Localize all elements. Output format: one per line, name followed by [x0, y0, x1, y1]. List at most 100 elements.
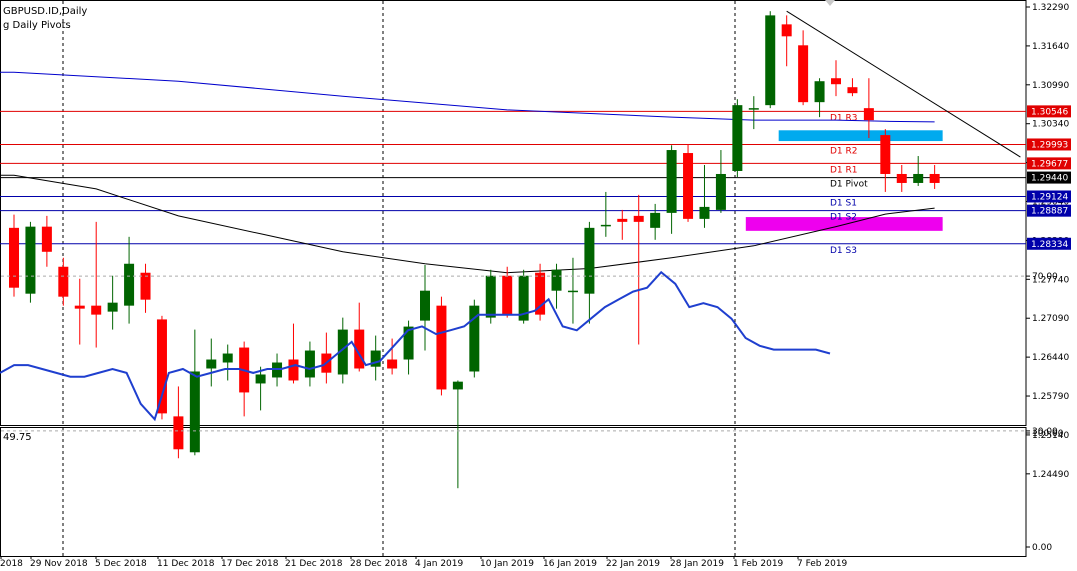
candle-body: [567, 290, 578, 293]
rsi-tick-label: 0.00: [1032, 543, 1052, 553]
time-tick-label: 22 Jan 2019: [606, 559, 660, 569]
candle[interactable]: [387, 338, 398, 375]
candle[interactable]: [863, 78, 874, 139]
candle-body: [715, 173, 726, 210]
candle[interactable]: [896, 165, 907, 192]
candle-body: [469, 305, 480, 372]
candle-body: [387, 359, 398, 369]
candle[interactable]: [337, 317, 348, 384]
candle[interactable]: [321, 332, 332, 384]
candle[interactable]: [173, 386, 184, 459]
candle-body: [173, 416, 184, 450]
candle[interactable]: [748, 96, 759, 130]
candle[interactable]: [683, 144, 694, 222]
price-tag-label: 1.29677: [1031, 159, 1068, 169]
candle[interactable]: [156, 315, 167, 420]
candle[interactable]: [617, 209, 628, 240]
candle[interactable]: [436, 296, 447, 396]
candle[interactable]: [222, 344, 233, 381]
candle[interactable]: [781, 15, 792, 67]
candle-body: [748, 108, 759, 110]
candle-body: [206, 359, 217, 369]
candle-body: [222, 353, 233, 363]
candle[interactable]: [25, 221, 36, 303]
candle[interactable]: [699, 165, 710, 228]
candle[interactable]: [304, 341, 315, 387]
candle[interactable]: [880, 129, 891, 192]
candle[interactable]: [814, 78, 825, 118]
candle-body: [814, 81, 825, 103]
candle[interactable]: [140, 263, 151, 313]
ma-slow-line: [0, 71, 935, 123]
candle[interactable]: [650, 203, 661, 240]
candle[interactable]: [469, 299, 480, 378]
candle-body: [633, 215, 644, 222]
candle-body: [896, 173, 907, 183]
price-tick-label: 1.30990: [1032, 81, 1069, 91]
time-tick-label: 28 Dec 2018: [350, 559, 408, 569]
candle[interactable]: [584, 221, 595, 324]
candle[interactable]: [600, 191, 611, 237]
candle[interactable]: [41, 215, 52, 267]
candle[interactable]: [420, 264, 430, 351]
candle[interactable]: [929, 165, 940, 189]
price-tag: [1027, 237, 1071, 250]
candle-body: [863, 108, 874, 121]
candle[interactable]: [732, 99, 743, 177]
candle[interactable]: [452, 380, 463, 489]
candle[interactable]: [715, 150, 726, 213]
candle[interactable]: [206, 338, 217, 387]
pivot-label: D1 R3: [830, 113, 858, 123]
candle-body: [25, 226, 36, 294]
candle[interactable]: [502, 266, 513, 318]
candle[interactable]: [765, 11, 776, 109]
candle-body: [798, 45, 809, 103]
candle[interactable]: [189, 329, 200, 456]
candle[interactable]: [798, 30, 809, 106]
chart-shift-icon[interactable]: [825, 0, 835, 6]
candle[interactable]: [567, 257, 578, 324]
time-tick-label: 1 Feb 2019: [733, 559, 784, 569]
candle[interactable]: [535, 263, 546, 321]
demand-zone: [745, 217, 943, 231]
candle[interactable]: [370, 335, 381, 381]
price-tag-label: 1.29124: [1031, 192, 1068, 202]
supply-zone: [778, 130, 943, 142]
candle[interactable]: [288, 323, 299, 384]
candle-body: [518, 275, 529, 321]
candle[interactable]: [239, 341, 250, 417]
candle[interactable]: [74, 278, 85, 345]
pivot-label: D1 S1: [830, 198, 857, 208]
candle[interactable]: [58, 257, 69, 306]
candle-body: [880, 135, 891, 174]
candle[interactable]: [91, 221, 102, 348]
candle[interactable]: [633, 194, 644, 345]
time-tick-label: 11 Dec 2018: [157, 559, 215, 569]
candle-body: [156, 319, 167, 414]
candle[interactable]: [9, 214, 19, 297]
candle[interactable]: [124, 236, 135, 324]
candle[interactable]: [255, 366, 266, 411]
candle-body: [831, 78, 841, 85]
candle[interactable]: [831, 60, 841, 97]
candle[interactable]: [666, 145, 677, 234]
candle-body: [370, 350, 381, 367]
candle[interactable]: [107, 275, 118, 330]
candle-body: [354, 329, 365, 369]
price-tick-label: 1.30340: [1032, 120, 1069, 130]
candle-body: [600, 224, 611, 227]
candle-body: [765, 15, 776, 106]
price-tag: [1027, 138, 1071, 151]
price-tick-label: 1.31640: [1032, 42, 1069, 52]
candle[interactable]: [354, 302, 365, 372]
price-tag: [1027, 190, 1071, 203]
candle[interactable]: [913, 156, 924, 186]
candle[interactable]: [847, 78, 858, 97]
price-tick-label: 1.32290: [1032, 3, 1069, 13]
candle-body: [288, 359, 299, 381]
candle-body: [189, 371, 200, 453]
candle[interactable]: [551, 263, 562, 309]
trendline[interactable]: [786, 10, 1021, 158]
time-tick-label: 17 Dec 2018: [221, 559, 279, 569]
